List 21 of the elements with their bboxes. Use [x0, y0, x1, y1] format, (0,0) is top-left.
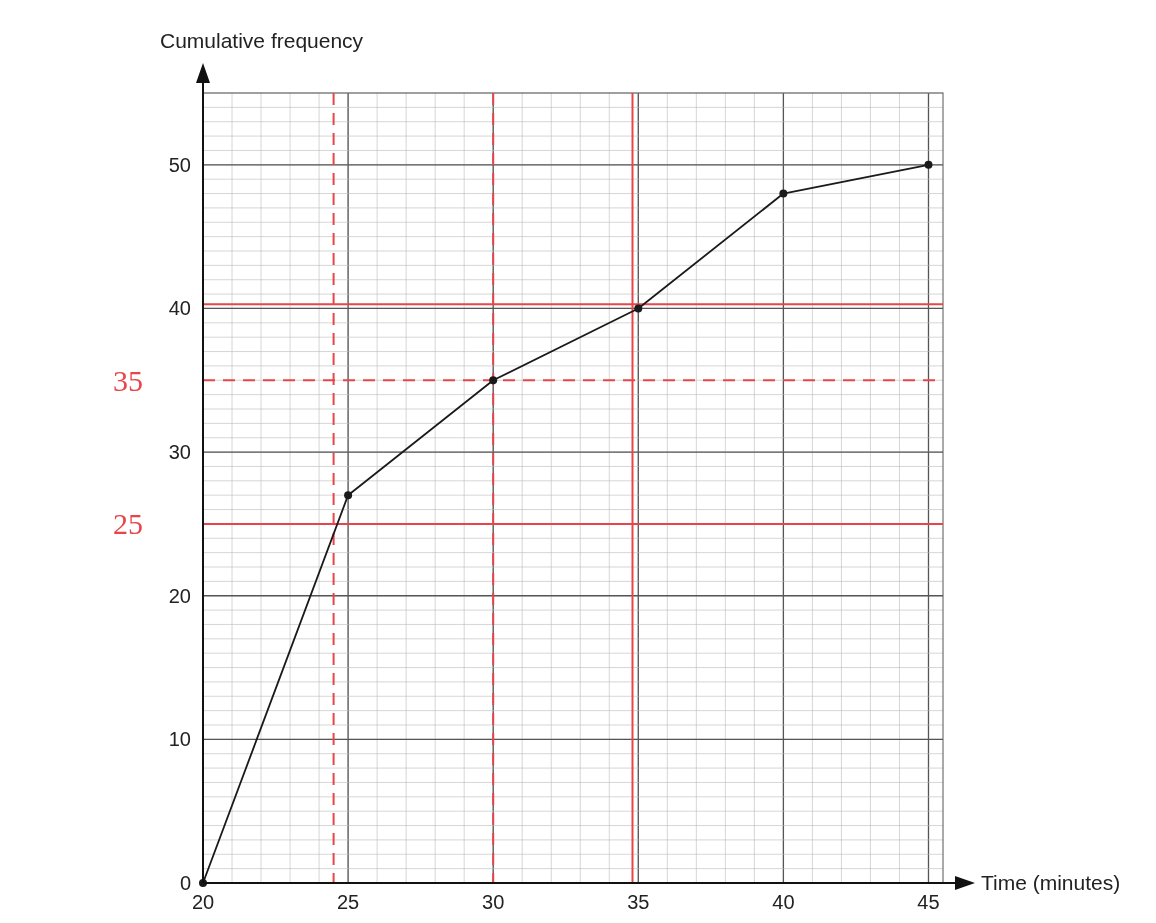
y-axis-title: Cumulative frequency [160, 29, 364, 53]
y-tick-label: 20 [168, 584, 191, 607]
point [344, 491, 353, 500]
x-tick-label: 40 [772, 891, 795, 913]
x-tick-label: 25 [336, 891, 360, 913]
y-tick-label: 0 [179, 872, 191, 894]
x-tick-label: 35 [627, 891, 650, 913]
x-tick-label: 20 [191, 891, 215, 913]
point [779, 189, 788, 198]
point [489, 376, 498, 385]
x-tick-label: 45 [917, 891, 940, 913]
ref-line-label: 25 [113, 507, 143, 541]
x-tick-label: 30 [482, 891, 505, 913]
point [634, 304, 643, 313]
ref-line-label: 35 [113, 363, 143, 397]
x-axis-title: Time (minutes) [981, 871, 1121, 895]
y-tick-label: 10 [168, 728, 191, 751]
point [924, 160, 933, 169]
y-tick-label: 40 [168, 297, 191, 320]
y-tick-label: 50 [168, 153, 191, 176]
y-tick-label: 30 [168, 441, 191, 464]
